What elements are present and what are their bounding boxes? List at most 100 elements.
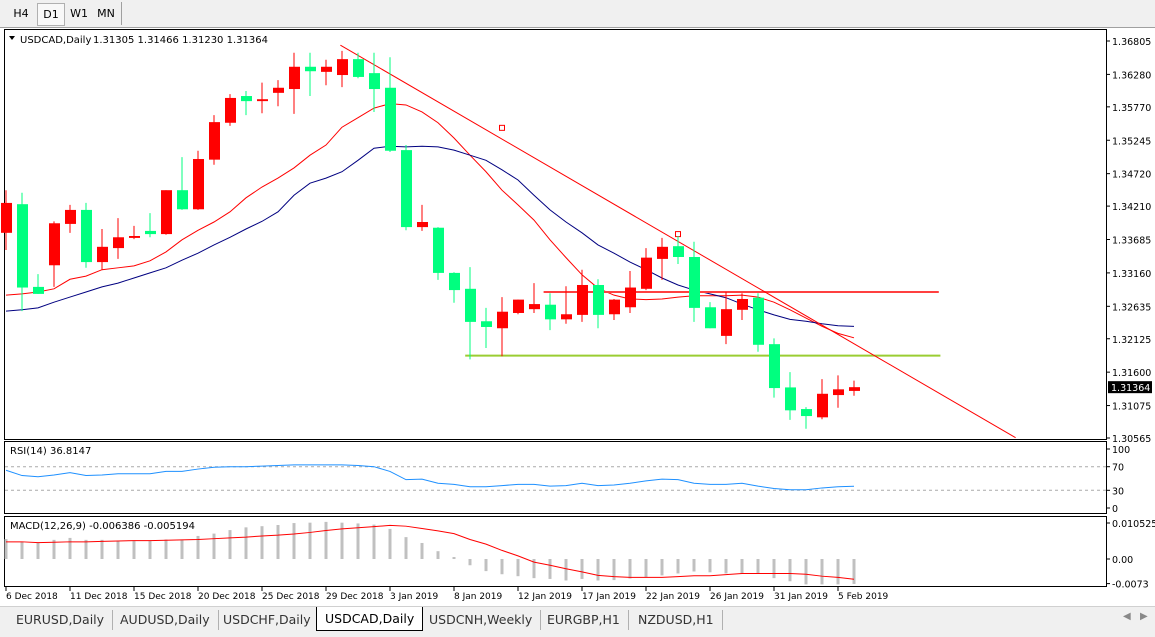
bear-candle — [769, 344, 780, 388]
bear-candle — [33, 287, 44, 294]
rsi-tick-label: 0 — [1112, 504, 1118, 515]
bull-candle — [417, 222, 428, 227]
tab-eurusd-daily[interactable]: EURUSD,Daily — [8, 610, 113, 630]
rsi-panel-border — [5, 442, 1107, 514]
bull-candle — [513, 300, 524, 313]
bull-candle — [225, 98, 236, 123]
macd-histogram-bar — [709, 559, 712, 572]
bull-candle — [849, 387, 860, 391]
macd-histogram-bar — [853, 559, 856, 584]
bull-candle — [737, 299, 748, 310]
macd-histogram-bar — [341, 523, 344, 559]
timeframe-w1-button[interactable]: W1 — [66, 3, 92, 24]
timeframe-mn-button[interactable]: MN — [93, 3, 119, 24]
rsi-line — [6, 465, 854, 490]
bull-candle — [273, 88, 284, 93]
time-tick-label: 15 Dec 2018 — [134, 592, 192, 602]
macd-histogram-bar — [725, 559, 728, 573]
bull-candle — [721, 309, 732, 336]
timeframe-d1-button[interactable]: D1 — [37, 3, 65, 26]
bear-candle — [689, 257, 700, 308]
chart-tabs-bar: EURUSD,Daily AUDUSD,Daily USDCHF,Daily U… — [0, 606, 1155, 637]
bear-candle — [545, 305, 556, 320]
collapse-triangle-icon[interactable] — [9, 36, 15, 40]
bull-candle — [321, 67, 332, 72]
macd-histogram-bar — [517, 559, 520, 576]
main-panel-border — [5, 30, 1107, 440]
bull-candle — [529, 304, 540, 309]
rsi-title: RSI(14) 36.8147 — [10, 446, 91, 457]
symbol-label: USDCAD,Daily — [20, 35, 91, 46]
tab-usdcnh-weekly[interactable]: USDCNH,Weekly — [421, 610, 541, 630]
macd-tick-label: -0.0073 — [1112, 580, 1149, 591]
tab-audusd-daily[interactable]: AUDUSD,Daily — [112, 610, 219, 630]
tab-usdcad-daily[interactable]: USDCAD,Daily — [316, 607, 423, 631]
macd-histogram-bar — [581, 559, 584, 579]
bear-candle — [673, 246, 684, 257]
macd-histogram-bar — [629, 559, 632, 579]
bull-candle — [49, 223, 60, 265]
bear-candle — [17, 204, 28, 287]
macd-histogram-bar — [773, 559, 776, 578]
tab-eurgbp-h1[interactable]: EURGBP,H1 — [539, 610, 629, 630]
time-tick-label: 29 Dec 2018 — [326, 592, 384, 602]
toolbar-divider — [121, 2, 122, 25]
macd-histogram-bar — [597, 559, 600, 580]
macd-histogram-bar — [741, 559, 744, 573]
macd-histogram-bar — [229, 530, 232, 559]
ohlc-readout: 1.31305 1.31466 1.31230 1.31364 — [93, 35, 268, 46]
scroll-right-icon[interactable]: ▶ — [1140, 611, 1148, 622]
bull-candle — [289, 67, 300, 89]
macd-histogram-bar — [261, 526, 264, 559]
bull-candle — [561, 314, 572, 319]
timeframe-toolbar: H4 D1 W1 MN — [0, 0, 1155, 28]
macd-tick-label: 0.010525 — [1112, 519, 1155, 530]
macd-histogram-bar — [805, 559, 808, 584]
price-tick-label: 1.35770 — [1112, 103, 1151, 114]
bull-candle — [129, 236, 140, 238]
macd-histogram-bar — [309, 523, 312, 559]
bear-candle — [145, 231, 156, 234]
bear-candle — [465, 289, 476, 322]
macd-histogram-bar — [101, 540, 104, 559]
bear-candle — [241, 96, 252, 101]
time-tick-label: 5 Feb 2019 — [838, 592, 889, 602]
bear-candle — [401, 150, 412, 227]
macd-histogram-bar — [661, 559, 664, 575]
price-panel[interactable]: 1.368051.362801.357701.352451.347201.342… — [1, 37, 1152, 445]
macd-histogram-bar — [389, 529, 392, 559]
bear-candle — [801, 409, 812, 416]
price-tick-label: 1.34210 — [1112, 202, 1151, 213]
bull-candle — [817, 394, 828, 418]
timeframe-h4-button[interactable]: H4 — [8, 3, 34, 24]
bear-candle — [785, 387, 796, 410]
macd-histogram-bar — [469, 559, 472, 565]
time-tick-label: 12 Jan 2019 — [518, 592, 572, 602]
macd-title: MACD(12,26,9) -0.006386 -0.005194 — [10, 521, 195, 532]
price-tick-label: 1.33685 — [1112, 236, 1151, 247]
macd-histogram-bar — [405, 537, 408, 559]
macd-histogram-bar — [789, 559, 792, 581]
scroll-left-icon[interactable]: ◀ — [1123, 611, 1131, 622]
macd-histogram-bar — [645, 559, 648, 577]
chart-window[interactable]: 1.368051.362801.357701.352451.347201.342… — [0, 28, 1155, 606]
macd-histogram-bar — [549, 559, 552, 579]
macd-histogram-bar — [821, 559, 824, 584]
macd-histogram-bar — [245, 527, 248, 559]
time-tick-label: 20 Dec 2018 — [198, 592, 256, 602]
bull-candle — [833, 389, 844, 395]
tab-nzdusd-h1[interactable]: NZDUSD,H1 — [630, 610, 723, 630]
price-tick-label: 1.32635 — [1112, 302, 1151, 313]
tab-usdchf-daily[interactable]: USDCHF,Daily — [215, 610, 320, 630]
bull-candle — [113, 237, 124, 248]
time-tick-label: 17 Jan 2019 — [582, 592, 636, 602]
time-tick-label: 25 Dec 2018 — [262, 592, 320, 602]
macd-histogram-bar — [85, 540, 88, 559]
macd-histogram-bar — [37, 543, 40, 559]
price-tick-label: 1.31600 — [1112, 368, 1151, 379]
price-tick-label: 1.34720 — [1112, 170, 1151, 181]
bull-candle — [609, 300, 620, 315]
time-tick-label: 26 Jan 2019 — [710, 592, 764, 602]
macd-histogram-bar — [213, 534, 216, 559]
